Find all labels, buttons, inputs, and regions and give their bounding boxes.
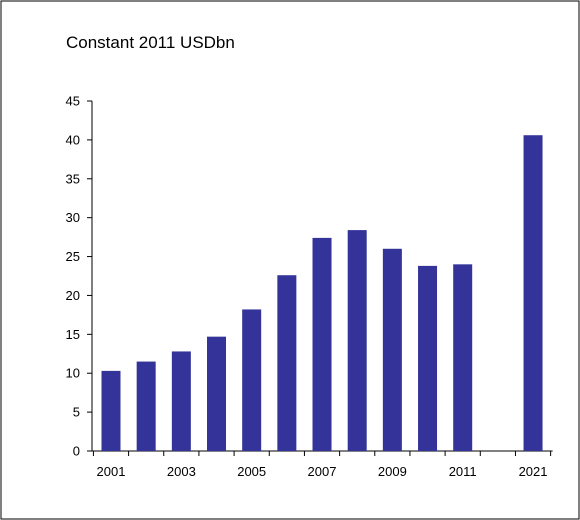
y-tick-label: 0 (73, 444, 80, 459)
bar (171, 351, 191, 451)
bar (136, 361, 156, 451)
chart-title: Constant 2011 USDbn (66, 33, 235, 52)
bar (312, 237, 332, 451)
bar (242, 309, 262, 451)
y-tick-label: 35 (66, 171, 80, 186)
x-tick-label: 2021 (519, 464, 548, 479)
bar (347, 230, 367, 451)
x-tick-label: 2003 (167, 464, 196, 479)
bar (523, 135, 543, 451)
x-tick-label: 2001 (97, 464, 126, 479)
y-tick-label: 15 (66, 327, 80, 342)
bar (277, 275, 297, 451)
x-tick-label: 2007 (308, 464, 337, 479)
plot-area: 0 5 10 15 20 25 30 35 40 45 2001 2003 2005 2007 2009 20… (66, 94, 553, 479)
y-tick-label: 45 (66, 94, 80, 109)
x-tick-label: 2009 (378, 464, 407, 479)
y-tick-label: 25 (66, 249, 80, 264)
bar (382, 248, 402, 451)
y-tick-label: 40 (66, 132, 80, 147)
x-tick-label: 2011 (449, 464, 477, 479)
x-tick-label: 2005 (237, 464, 266, 479)
y-tick-label: 30 (66, 210, 80, 225)
bar (207, 336, 227, 451)
bar (453, 264, 473, 451)
bar (418, 265, 438, 451)
y-tick-label: 10 (66, 366, 80, 381)
bar (101, 370, 121, 451)
y-tick-label: 5 (73, 405, 80, 420)
y-tick-label: 20 (66, 288, 80, 303)
